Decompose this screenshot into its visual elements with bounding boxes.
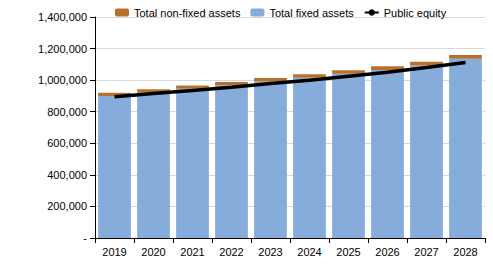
svg-text:Public equity: Public equity <box>384 7 447 19</box>
svg-text:2019: 2019 <box>102 246 126 258</box>
svg-text:400,000: 400,000 <box>47 169 87 181</box>
svg-text:2024: 2024 <box>297 246 321 258</box>
svg-text:1,200,000: 1,200,000 <box>38 43 87 55</box>
svg-text:2023: 2023 <box>258 246 282 258</box>
svg-text:800,000: 800,000 <box>47 106 87 118</box>
svg-text:2025: 2025 <box>336 246 360 258</box>
svg-text:1,000,000: 1,000,000 <box>38 74 87 86</box>
svg-text:2028: 2028 <box>453 246 477 258</box>
svg-text:2021: 2021 <box>180 246 204 258</box>
svg-text:600,000: 600,000 <box>47 137 87 149</box>
svg-text:1,400,000: 1,400,000 <box>38 11 87 23</box>
svg-text:Total non-fixed assets: Total non-fixed assets <box>134 7 241 19</box>
svg-text:2027: 2027 <box>414 246 438 258</box>
svg-text:2022: 2022 <box>219 246 243 258</box>
svg-text:Total fixed assets: Total fixed assets <box>269 7 354 19</box>
svg-text:2020: 2020 <box>141 246 165 258</box>
svg-text:2026: 2026 <box>375 246 399 258</box>
svg-text:200,000: 200,000 <box>47 200 87 212</box>
svg-text:-: - <box>83 232 87 244</box>
